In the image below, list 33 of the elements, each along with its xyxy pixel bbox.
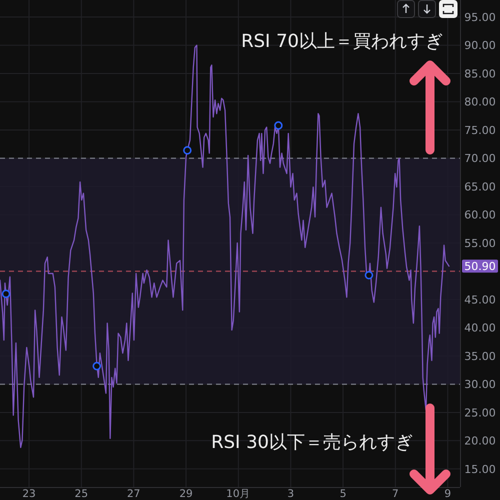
y-tick-label: 40.00: [464, 322, 496, 335]
y-tick-label: 35.00: [464, 350, 496, 363]
x-tick-label: 10月: [226, 488, 251, 500]
annotation: RSI 30以下＝売られすぎ: [211, 432, 413, 453]
y-tick-label: 25.00: [464, 406, 496, 420]
y-tick-label: 75.00: [464, 124, 496, 137]
point: [274, 121, 283, 130]
x-tick-label: 23: [22, 488, 36, 500]
y-tick-label: 65.00: [464, 180, 496, 194]
y-tick-label: 45.00: [464, 293, 496, 306]
y-tick-label: 30.00: [464, 378, 496, 392]
point: [92, 362, 102, 370]
y-tick-label: 80.00: [464, 96, 496, 109]
y-tick-label: 15.00: [464, 462, 496, 476]
x-tick-label: 7: [392, 488, 399, 500]
point: [364, 270, 374, 280]
x-tick-label: 5: [340, 488, 346, 500]
point: [183, 146, 192, 155]
x-tick-label: 3: [287, 488, 294, 500]
point: [2, 290, 10, 298]
annotation: 50.90: [464, 260, 496, 273]
y-tick-label: 85.00: [464, 67, 496, 80]
y-tick-label: 20.00: [464, 434, 496, 448]
x-tick-label: 25: [74, 488, 88, 500]
y-tick-label: 70.00: [464, 152, 496, 166]
x-tick-label: 27: [127, 488, 140, 500]
y-tick-label: 95.00: [464, 10, 496, 24]
annotation: RSI 70以上＝買われすぎ: [241, 31, 443, 52]
x-tick-label: 29: [179, 488, 193, 500]
y-tick-label: 55.00: [464, 236, 496, 250]
x-tick-label: 9: [444, 488, 452, 500]
y-tick-label: 60.00: [464, 208, 496, 222]
y-tick-label: 90.00: [464, 39, 496, 52]
